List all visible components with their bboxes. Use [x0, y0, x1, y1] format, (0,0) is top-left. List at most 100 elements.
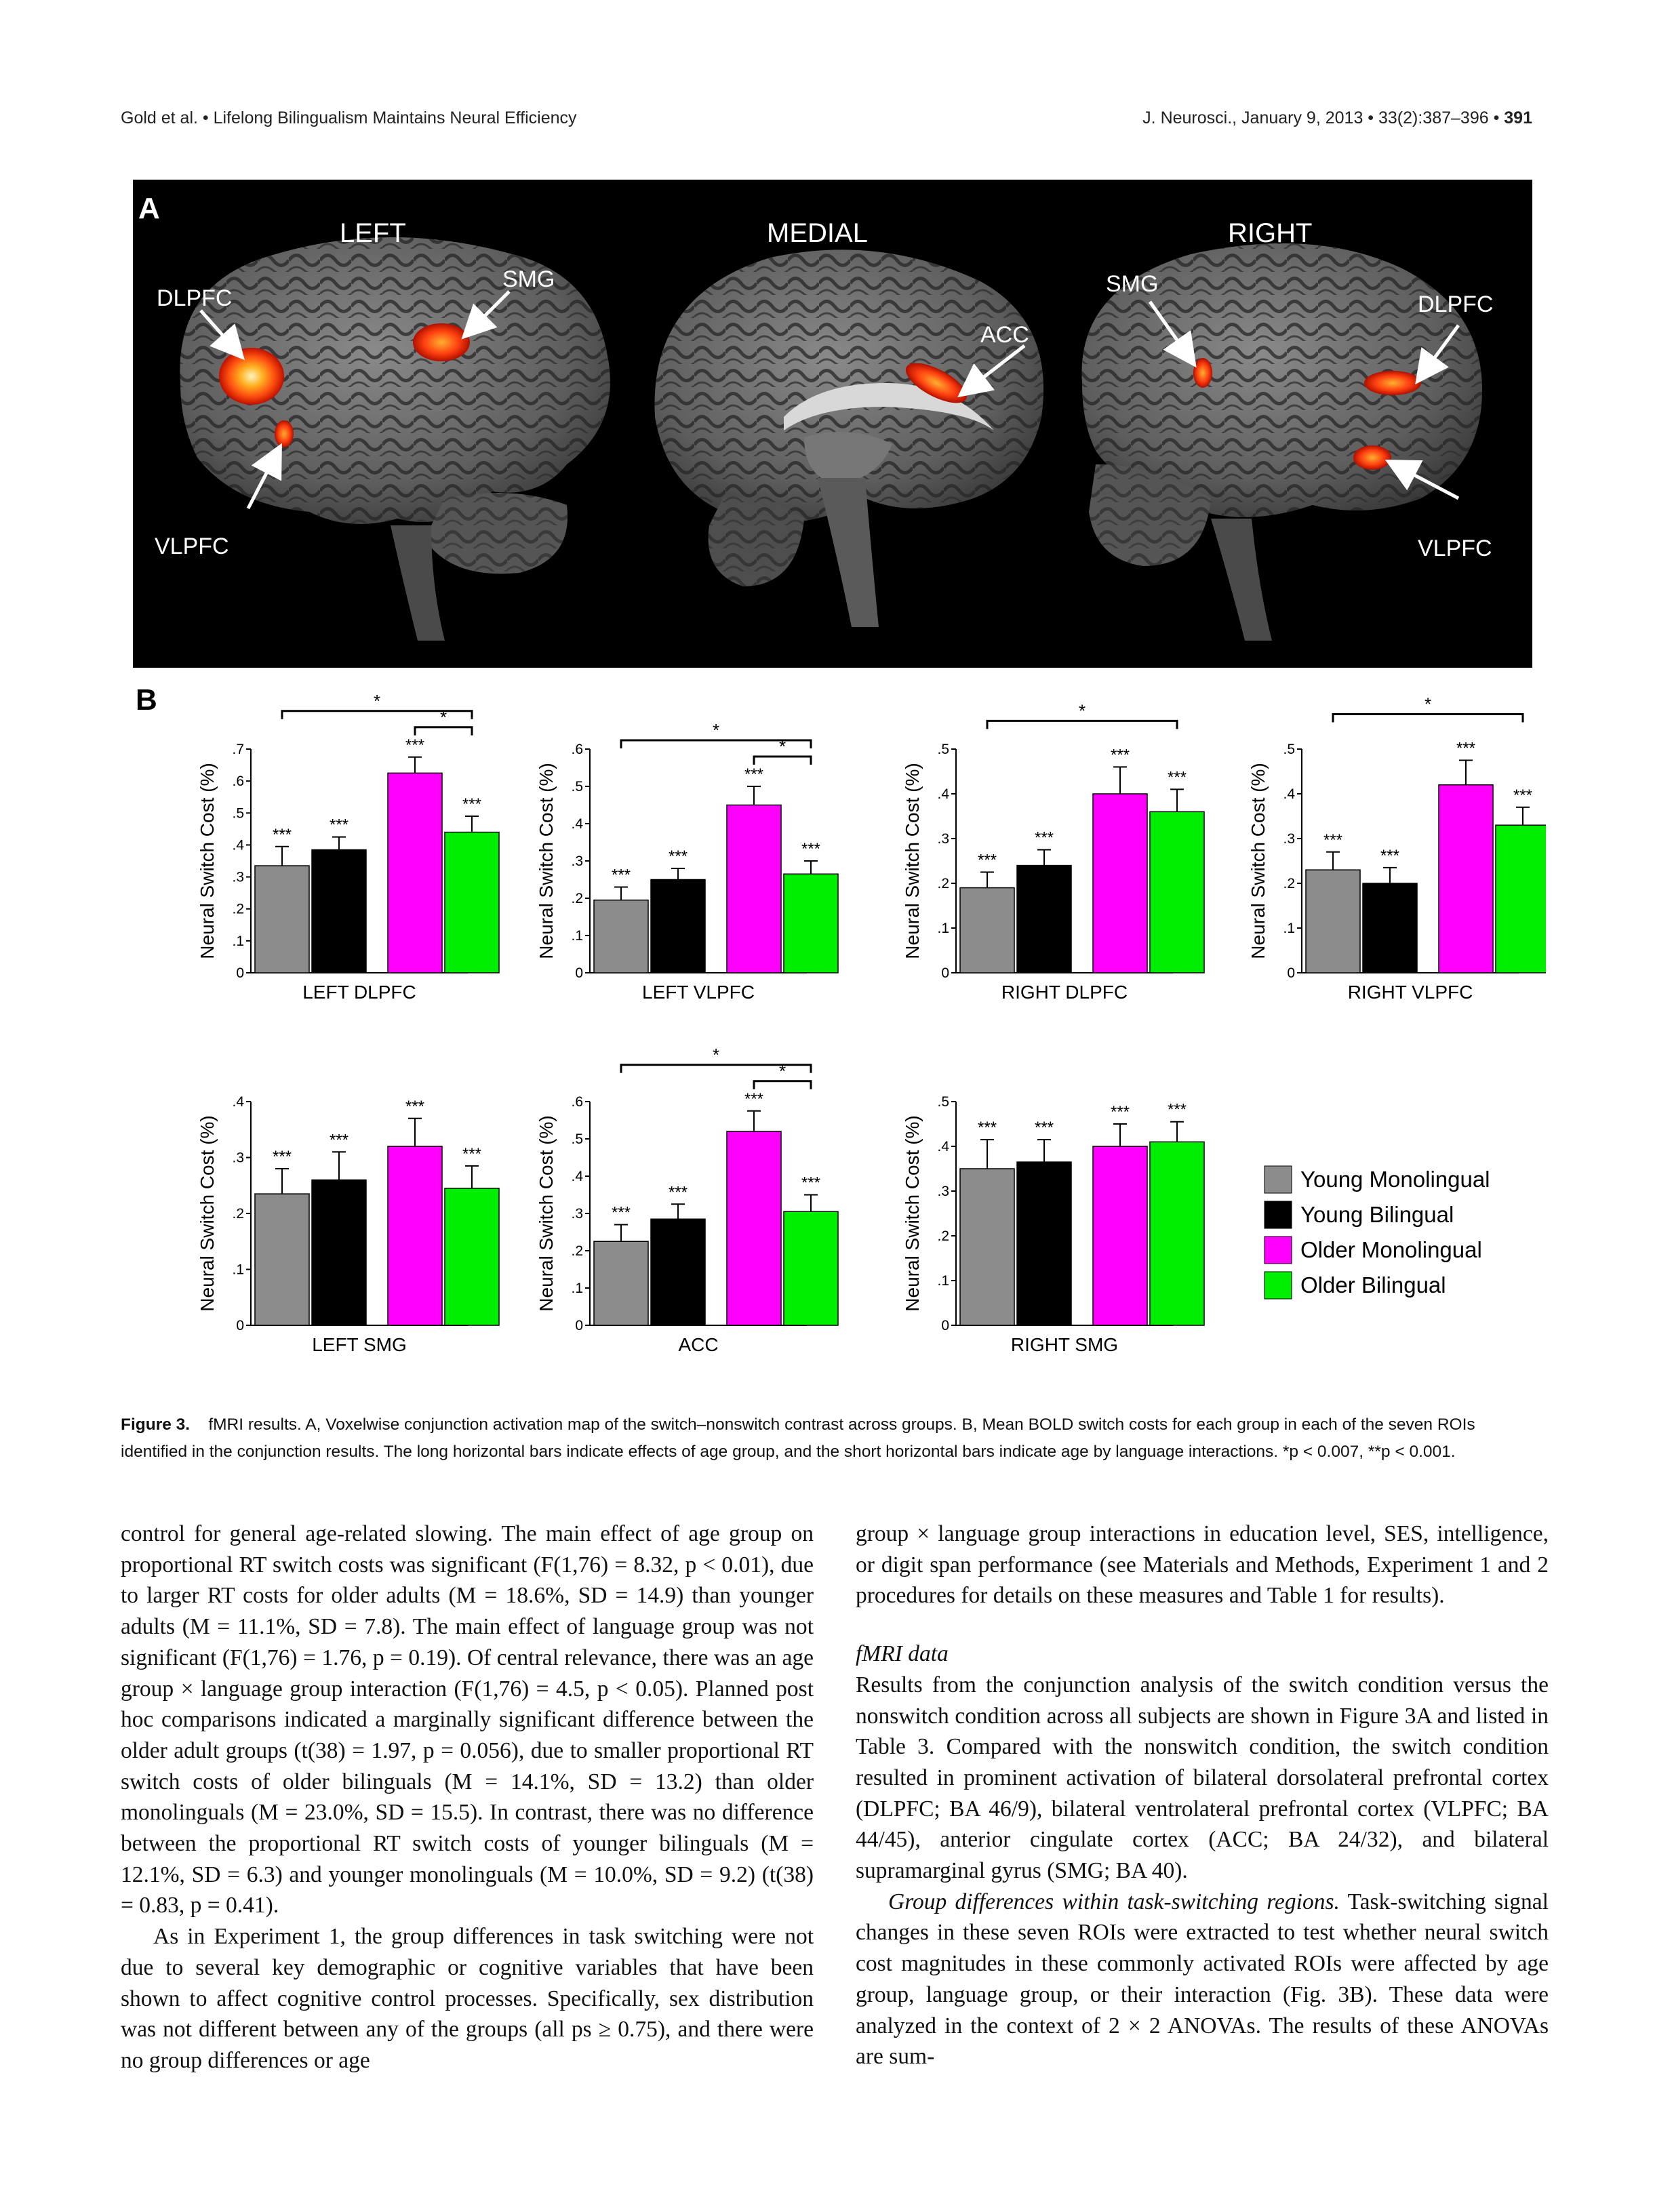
bar-older-bilingual — [1149, 1141, 1205, 1326]
significance-label: *** — [1513, 786, 1532, 805]
significance-label: *** — [801, 840, 820, 858]
bar-older-monolingual — [726, 1131, 782, 1326]
y-tick-label: .5 — [571, 779, 583, 795]
significance-label: *** — [612, 866, 631, 885]
label-right-vlpfc: VLPFC — [1418, 536, 1492, 561]
subsection-lead: Group differences within task-switching … — [888, 1889, 1340, 1914]
significance-label: *** — [1111, 746, 1130, 764]
bar-older-monolingual — [387, 1146, 443, 1326]
bar-young-monolingual — [254, 865, 310, 973]
bracket-label: * — [1425, 694, 1431, 715]
bar-young-monolingual — [593, 900, 649, 973]
bar-young-bilingual — [1362, 883, 1418, 973]
y-tick-label: .1 — [937, 921, 949, 936]
y-tick-label: .3 — [1283, 831, 1295, 847]
chart-title: RIGHT VLPFC — [1348, 982, 1473, 1003]
chart-title: LEFT SMG — [312, 1334, 407, 1355]
label-acc: ACC — [980, 322, 1029, 348]
bracket-label: * — [374, 691, 380, 711]
bar-older-bilingual — [1495, 824, 1551, 973]
y-axis-label: Neural Switch Cost (%) — [197, 1115, 218, 1311]
y-tick-label: .3 — [571, 853, 583, 869]
legend-swatch — [1264, 1165, 1292, 1194]
y-tick-label: 0 — [236, 1318, 244, 1333]
body-paragraph-1: control for general age-related slowing.… — [121, 1521, 814, 1918]
y-tick-label: .1 — [232, 933, 244, 949]
significance-bracket — [281, 710, 473, 719]
y-tick-label: .3 — [937, 831, 949, 847]
legend-swatch — [1264, 1271, 1292, 1300]
significance-label: *** — [612, 1204, 631, 1222]
page-number: 391 — [1504, 108, 1532, 127]
y-axis-label: Neural Switch Cost (%) — [536, 763, 557, 959]
significance-label: *** — [330, 1131, 348, 1149]
y-tick-label: .5 — [232, 805, 244, 821]
bracket-label: * — [440, 707, 447, 727]
body-left-column: control for general age-related slowing.… — [121, 1519, 814, 2076]
chart-left-vlpfc: Neural Switch Cost (%)0.1.2.3.4.5.6*****… — [536, 720, 839, 1003]
bar-young-bilingual — [650, 879, 706, 973]
y-tick-label: .5 — [1283, 742, 1295, 757]
brain-activation-map: A LEFT MEDIAL RIGHT DLPFC SMG VLPFC ACC … — [138, 192, 1493, 641]
significance-label: *** — [669, 1183, 688, 1201]
bracket-label: * — [1079, 700, 1086, 721]
chart-right-smg: Neural Switch Cost (%) 0 .1 .2 .3 .4 .5 *** *** *… — [902, 1094, 1205, 1355]
significance-label: *** — [1456, 740, 1475, 758]
y-tick-label: .3 — [571, 1206, 583, 1222]
chart-title: LEFT DLPFC — [302, 982, 416, 1003]
y-tick-label: .1 — [571, 928, 583, 944]
y-tick-label: .1 — [937, 1273, 949, 1289]
significance-label: *** — [1168, 768, 1187, 786]
y-tick-label: .2 — [232, 1206, 244, 1222]
significance-label: *** — [462, 1145, 481, 1163]
body-paragraph-2: As in Experiment 1, the group difference… — [121, 1924, 814, 2073]
significance-label: *** — [1035, 1119, 1054, 1137]
legend-swatch — [1264, 1236, 1292, 1264]
y-tick-label: .4 — [232, 837, 244, 853]
left-dlpfc-activation — [219, 348, 284, 405]
significance-bracket — [986, 719, 1178, 729]
significance-bracket — [1332, 713, 1524, 723]
y-tick-label: .3 — [232, 870, 244, 885]
bracket-label: * — [713, 1045, 719, 1065]
acc-activation — [905, 363, 968, 403]
y-tick-label: .4 — [571, 816, 583, 832]
y-axis-label: Neural Switch Cost (%) — [1248, 763, 1269, 959]
y-tick-label: .2 — [571, 891, 583, 906]
y-tick-label: .6 — [232, 773, 244, 789]
y-axis-label: Neural Switch Cost (%) — [902, 763, 923, 959]
bar-young-bilingual — [311, 1179, 367, 1326]
bar-older-monolingual — [726, 804, 782, 973]
bar-young-bilingual — [650, 1218, 706, 1326]
significance-label: *** — [744, 765, 763, 784]
significance-label: *** — [744, 1090, 763, 1108]
chart-right-dlpfc: Neural Switch Cost (%)0.1.2.3.4.5*******… — [902, 700, 1205, 1003]
right-dlpfc-activation — [1364, 371, 1421, 395]
y-tick-label: .1 — [571, 1281, 583, 1296]
y-tick-label: .3 — [232, 1150, 244, 1166]
left-smg-activation — [413, 323, 470, 361]
y-tick-label: .1 — [232, 1262, 244, 1278]
bar-young-monolingual — [593, 1241, 649, 1326]
legend-label: Young Monolingual — [1300, 1167, 1490, 1192]
y-tick-label: 0 — [575, 965, 583, 981]
bracket-label: * — [713, 720, 719, 740]
label-left-dlpfc: DLPFC — [157, 285, 232, 311]
y-axis-label: Neural Switch Cost (%) — [197, 763, 218, 959]
y-tick-label: .1 — [1283, 921, 1295, 936]
body-paragraph-5-text: Task-switching signal changes in these s… — [856, 1889, 1549, 2070]
chart-title: RIGHT SMG — [1011, 1334, 1118, 1355]
bar-young-monolingual — [959, 1168, 1015, 1326]
legend-swatch — [1264, 1201, 1292, 1229]
y-tick-label: .2 — [571, 1243, 583, 1259]
y-tick-label: .2 — [1283, 876, 1295, 891]
significance-label: *** — [273, 1148, 292, 1166]
legend-label: Older Bilingual — [1300, 1272, 1446, 1298]
legend-label: Young Bilingual — [1300, 1202, 1454, 1227]
significance-label: *** — [405, 736, 424, 755]
y-tick-label: .2 — [232, 902, 244, 917]
bar-older-monolingual — [1438, 784, 1494, 973]
label-right-smg: SMG — [1106, 271, 1158, 297]
bar-older-monolingual — [1092, 793, 1148, 973]
view-label-right: RIGHT — [1228, 218, 1312, 248]
